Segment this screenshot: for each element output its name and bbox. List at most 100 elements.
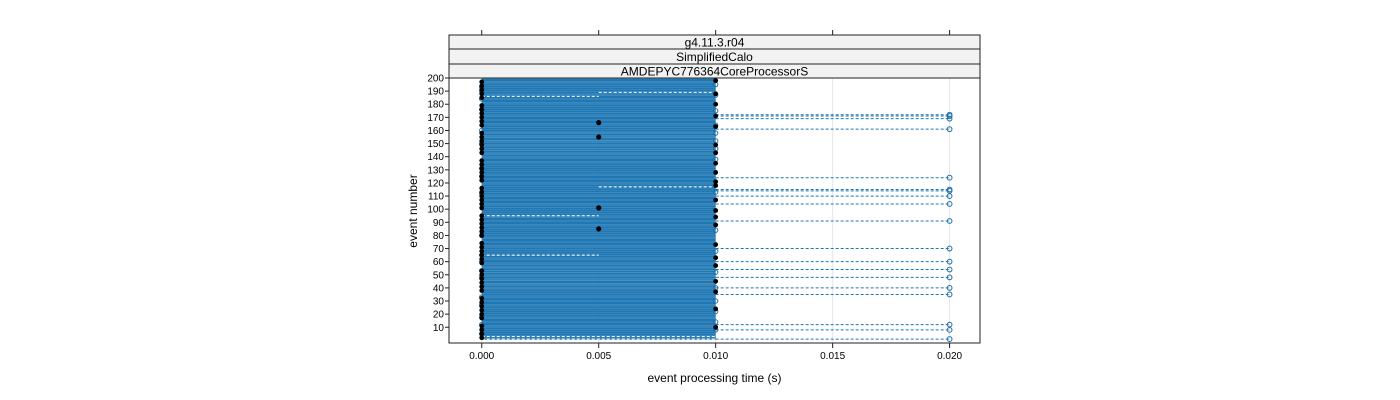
filled-point-edge-67 [713,197,719,203]
filled-point-edge-17 [479,256,485,262]
filled-point-edge-48 [479,114,485,120]
filled-point-edge-24 [479,225,485,230]
outlier-point-4 [946,285,953,291]
open-point-edge-27 [712,189,719,195]
y-tick-label-15: 160 [427,126,444,137]
filled-point-edge-31 [479,193,485,199]
filled-point-edge-74 [713,124,719,129]
x-tick-label-0: 0.000 [469,351,494,362]
filled-point-edge-12 [479,280,485,286]
outlier-point-10 [946,201,953,207]
y-tick-label-9: 100 [427,205,444,216]
filled-point-edge-2 [479,327,485,333]
mid-point-1 [596,205,602,211]
outlier-point-7 [946,258,953,265]
filled-point-edge-46 [479,122,485,128]
mid-point-2 [596,134,602,140]
filled-point-edge-66 [713,208,719,213]
y-axis-title: event number [406,174,420,247]
filled-point-edge-8 [479,299,485,305]
open-point-edge-26 [712,227,719,233]
filled-point-edge-62 [713,255,719,261]
x-tick-label-1: 0.005 [586,351,611,362]
x-axis: 0.000 0.005 0.010 0.015 0.020 [469,30,963,362]
filled-point-edge-18 [479,252,485,258]
y-tick-label-16: 170 [427,113,444,124]
strip-1-label: g4.11.3.r04 [685,36,745,50]
filled-point-edge-44 [479,134,485,140]
open-point-edge-22 [712,298,719,304]
filled-point-edge-28 [479,205,485,211]
filled-point-edge-41 [479,146,485,152]
outlier-point-6 [946,266,953,273]
y-tick-label-12: 130 [427,165,444,176]
filled-point-edge-37 [479,166,485,171]
filled-point-edge-65 [713,214,719,220]
filled-point-edge-52 [479,95,485,101]
filled-point-edge-6 [479,307,485,313]
filled-point-edge-47 [479,118,485,124]
y-tick-label-17: 180 [427,100,444,111]
open-point-edge-33 [712,108,719,114]
y-tick-label-6: 70 [433,244,445,255]
filled-point-edge-25 [479,221,485,227]
filled-point-edge-20 [479,244,485,250]
filled-point-edge-5 [479,311,485,317]
filled-point-edge-39 [479,158,485,164]
filled-point-edge-7 [479,303,485,309]
filled-point-edge-38 [479,162,485,167]
strip-2-label: SimplifiedCalo [676,50,753,64]
outlier-point-0 [946,336,953,342]
filled-point-edge-34 [479,177,485,183]
open-point-edge-20 [712,319,719,325]
outlier-point-5 [946,274,953,281]
filled-point-edge-75 [713,113,719,119]
mid-point-3 [596,120,602,126]
filled-point-edge-58 [713,306,719,312]
x-tick-label-4: 0.020 [937,351,962,362]
filled-point-edge-68 [713,183,719,188]
filled-point-edge-77 [713,91,719,97]
filled-point-edge-29 [479,201,485,207]
filled-point-edge-60 [713,278,719,284]
filled-point-edge-9 [479,295,485,301]
filled-point-edge-51 [479,103,485,108]
open-point-edge-31 [712,130,719,136]
filled-point-edge-26 [479,217,485,223]
y-tick-label-1: 20 [433,310,445,321]
outlier-point-16 [946,115,953,122]
event-points [479,78,953,342]
outlier-point-14 [946,174,953,181]
y-tick-label-14: 150 [427,139,444,150]
y-tick-label-19: 200 [427,74,444,85]
filled-point-edge-56 [479,79,485,85]
filled-point-edge-4 [479,315,485,321]
filled-point-edge-76 [713,101,719,107]
white-dashed-segments [481,91,716,340]
filled-point-edge-23 [479,229,485,234]
y-axis: 10 20 30 40 50 60 70 80 90 100 110 120 130 140 150 160 1… [427,74,449,334]
filled-point-edge-63 [713,242,719,248]
filled-point-edge-61 [713,263,719,268]
filled-point-edge-40 [479,150,485,156]
filled-point-edge-22 [479,233,485,238]
outlier-point-9 [946,218,953,224]
outlier-dashed-segments [715,114,950,340]
filled-point-edge-30 [479,197,485,203]
filled-point-edge-71 [713,160,719,166]
y-tick-label-13: 140 [427,152,444,163]
filled-point-edge-10 [479,288,485,293]
filled-point-edge-78 [713,78,719,84]
filled-point-edge-70 [713,170,719,175]
mid-point-0 [596,226,602,232]
filled-point-edge-27 [479,213,485,219]
filled-point-edge-35 [479,173,485,179]
outlier-point-2 [946,321,953,328]
outlier-point-18 [946,111,953,118]
outlier-point-13 [946,186,953,193]
y-tick-label-10: 110 [428,192,444,203]
filled-point-edge-1 [479,331,485,337]
filled-point-edge-72 [713,150,719,156]
strip-3-label: AMDEPYC776364CoreProcessorS [621,65,808,79]
